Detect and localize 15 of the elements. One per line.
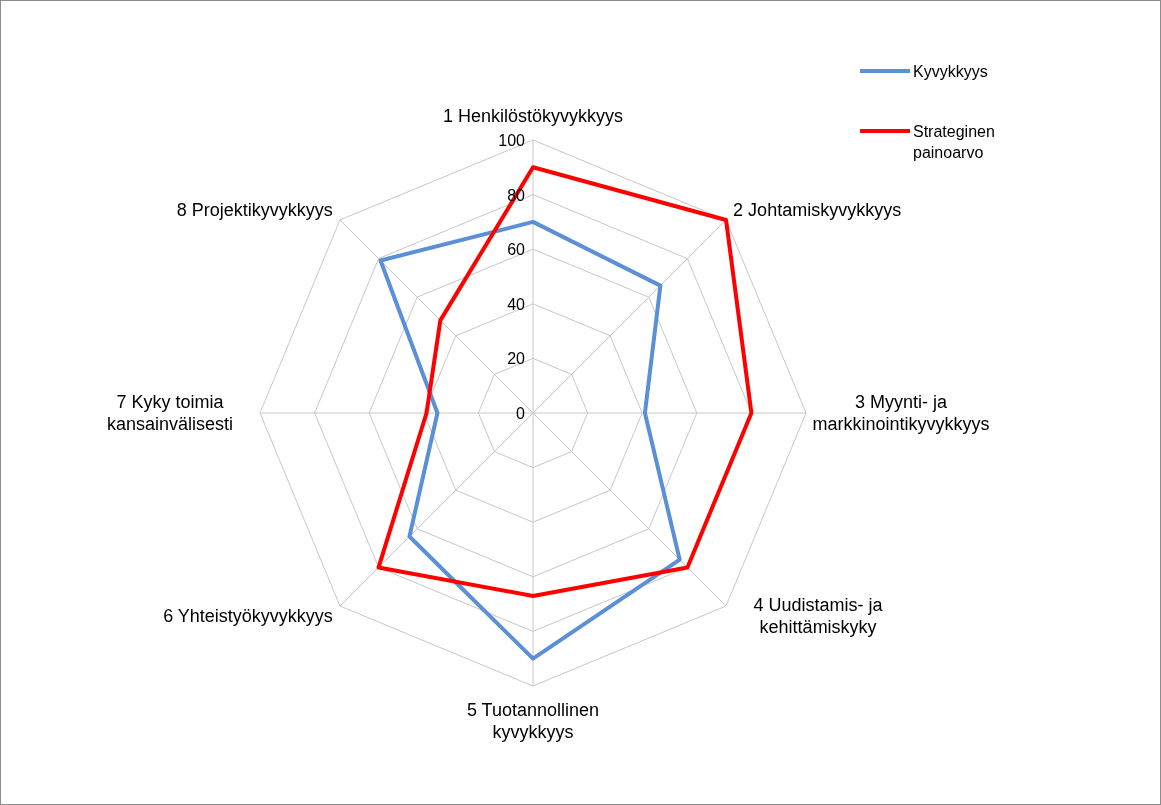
spoke-label: 4 Uudistamis- ja kehittämiskyky [753, 594, 884, 637]
spoke-label: 2 Johtamiskyvykkyys [733, 200, 902, 221]
legend-label: Strateginen painoarvo [913, 123, 995, 161]
spoke-label: 5 Tuotannollinen kyvykkyys [466, 700, 600, 742]
legend-label: Kyvykkyys [913, 63, 988, 80]
y-tick-label: 0 [516, 405, 526, 422]
spoke-label: 6 Yhteistyökyvykkyys [163, 605, 333, 626]
y-tick-label: 20 [507, 350, 526, 368]
spoke-label: 1 Henkilöstökyvykkyys [442, 106, 624, 126]
spoke-label: 3 Myynti- ja markkinointikyvykkyys [812, 392, 990, 434]
y-tick-label: 100 [498, 132, 526, 149]
spoke-label: 8 Projektikyvykkyys [176, 200, 333, 221]
y-tick-label: 40 [507, 295, 526, 313]
y-tick-label: 60 [507, 241, 526, 259]
spoke-label: 7 Kyky toimia kansainvälisesti [106, 392, 234, 434]
